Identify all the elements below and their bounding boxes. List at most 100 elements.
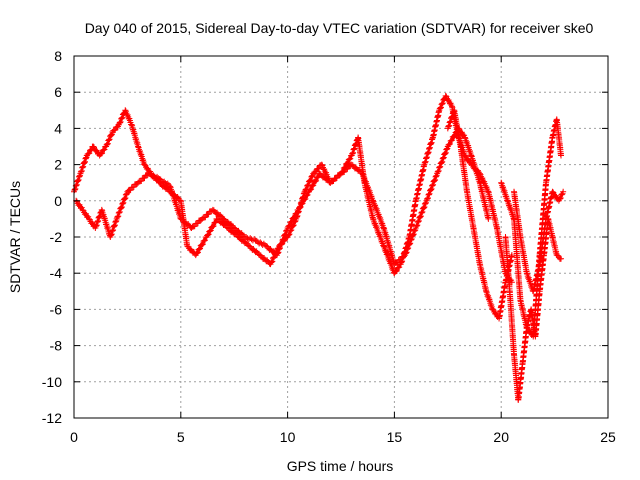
data-point (288, 218, 295, 225)
data-point (431, 178, 438, 185)
data-point (293, 210, 300, 217)
data-point (425, 191, 432, 198)
data-point (449, 136, 456, 143)
data-point (408, 236, 415, 243)
data-point (195, 246, 202, 253)
data-point (411, 228, 418, 235)
data-point (312, 178, 319, 185)
data-point (424, 195, 431, 202)
data-point (403, 249, 410, 256)
data-point (86, 150, 93, 157)
data-point (443, 146, 450, 153)
data-point (291, 214, 298, 221)
data-point (558, 191, 565, 198)
data-point (279, 240, 286, 247)
data-point (446, 140, 453, 147)
data-point (442, 92, 449, 99)
data-point (120, 199, 127, 206)
data-point (305, 181, 312, 188)
data-point (197, 245, 204, 252)
data-point (282, 231, 289, 238)
data-point (418, 209, 425, 216)
data-point (439, 158, 446, 165)
data-point (204, 231, 211, 238)
y-tick-label: 6 (54, 84, 62, 100)
data-point (206, 228, 213, 235)
data-point (304, 191, 311, 198)
data-point (285, 223, 292, 230)
data-point (438, 159, 445, 166)
data-point (270, 254, 277, 261)
data-point (298, 200, 305, 207)
data-point (347, 155, 354, 162)
data-point (280, 235, 287, 242)
data-point (118, 204, 125, 211)
data-point (403, 249, 410, 256)
data-point (194, 250, 201, 257)
data-point (428, 185, 435, 192)
data-point (307, 186, 314, 193)
data-point (115, 213, 122, 220)
series-track-f (511, 188, 567, 295)
data-point (444, 97, 451, 104)
y-tick-label: 4 (54, 120, 62, 136)
data-point (345, 156, 352, 163)
data-point (407, 237, 414, 244)
data-point (269, 258, 276, 265)
data-point (433, 173, 440, 180)
data-point (205, 231, 212, 238)
data-point (420, 205, 427, 212)
data-point (432, 176, 439, 183)
data-point (119, 114, 126, 121)
data-point (434, 169, 441, 176)
data-point (436, 164, 443, 171)
data-point (557, 195, 564, 202)
grid (74, 56, 608, 418)
data-point (296, 204, 303, 211)
data-point (204, 232, 211, 239)
data-point (450, 133, 457, 140)
data-point (310, 182, 317, 189)
data-point (445, 141, 452, 148)
data-point (407, 240, 414, 247)
x-tick-label: 15 (387, 429, 403, 445)
data-point (121, 195, 128, 202)
data-point (346, 156, 353, 163)
x-tick-label: 5 (177, 429, 185, 445)
data-point (308, 186, 315, 193)
data-point (283, 228, 290, 235)
data-point (122, 191, 129, 198)
data-point (418, 210, 425, 217)
x-axis-label: GPS time / hours (287, 458, 394, 474)
data-point (276, 245, 283, 252)
data-point (307, 177, 314, 184)
data-point (429, 182, 436, 189)
data-point (408, 235, 415, 242)
data-point (117, 119, 124, 126)
data-point (198, 242, 205, 249)
data-point (118, 115, 125, 122)
data-point (104, 141, 111, 148)
data-point (404, 246, 411, 253)
data-point (421, 200, 428, 207)
data-point (290, 214, 297, 221)
data-point (105, 136, 112, 143)
data-point (417, 213, 424, 220)
data-point (440, 155, 447, 162)
data-point (268, 258, 275, 265)
data-point (293, 209, 300, 216)
data-point (442, 150, 449, 157)
y-tick-label: 2 (54, 157, 62, 173)
data-point (558, 255, 565, 262)
data-point (438, 104, 445, 111)
data-point (207, 227, 214, 234)
data-point (274, 250, 281, 257)
data-point (193, 250, 200, 257)
data-point (116, 120, 123, 127)
data-point (302, 195, 309, 202)
y-tick-label: -8 (50, 338, 63, 354)
chart-title: Day 040 of 2015, Sidereal Day-to-day VTE… (85, 20, 594, 36)
data-point (118, 115, 125, 122)
data-point (415, 217, 422, 224)
data-point (410, 231, 417, 238)
